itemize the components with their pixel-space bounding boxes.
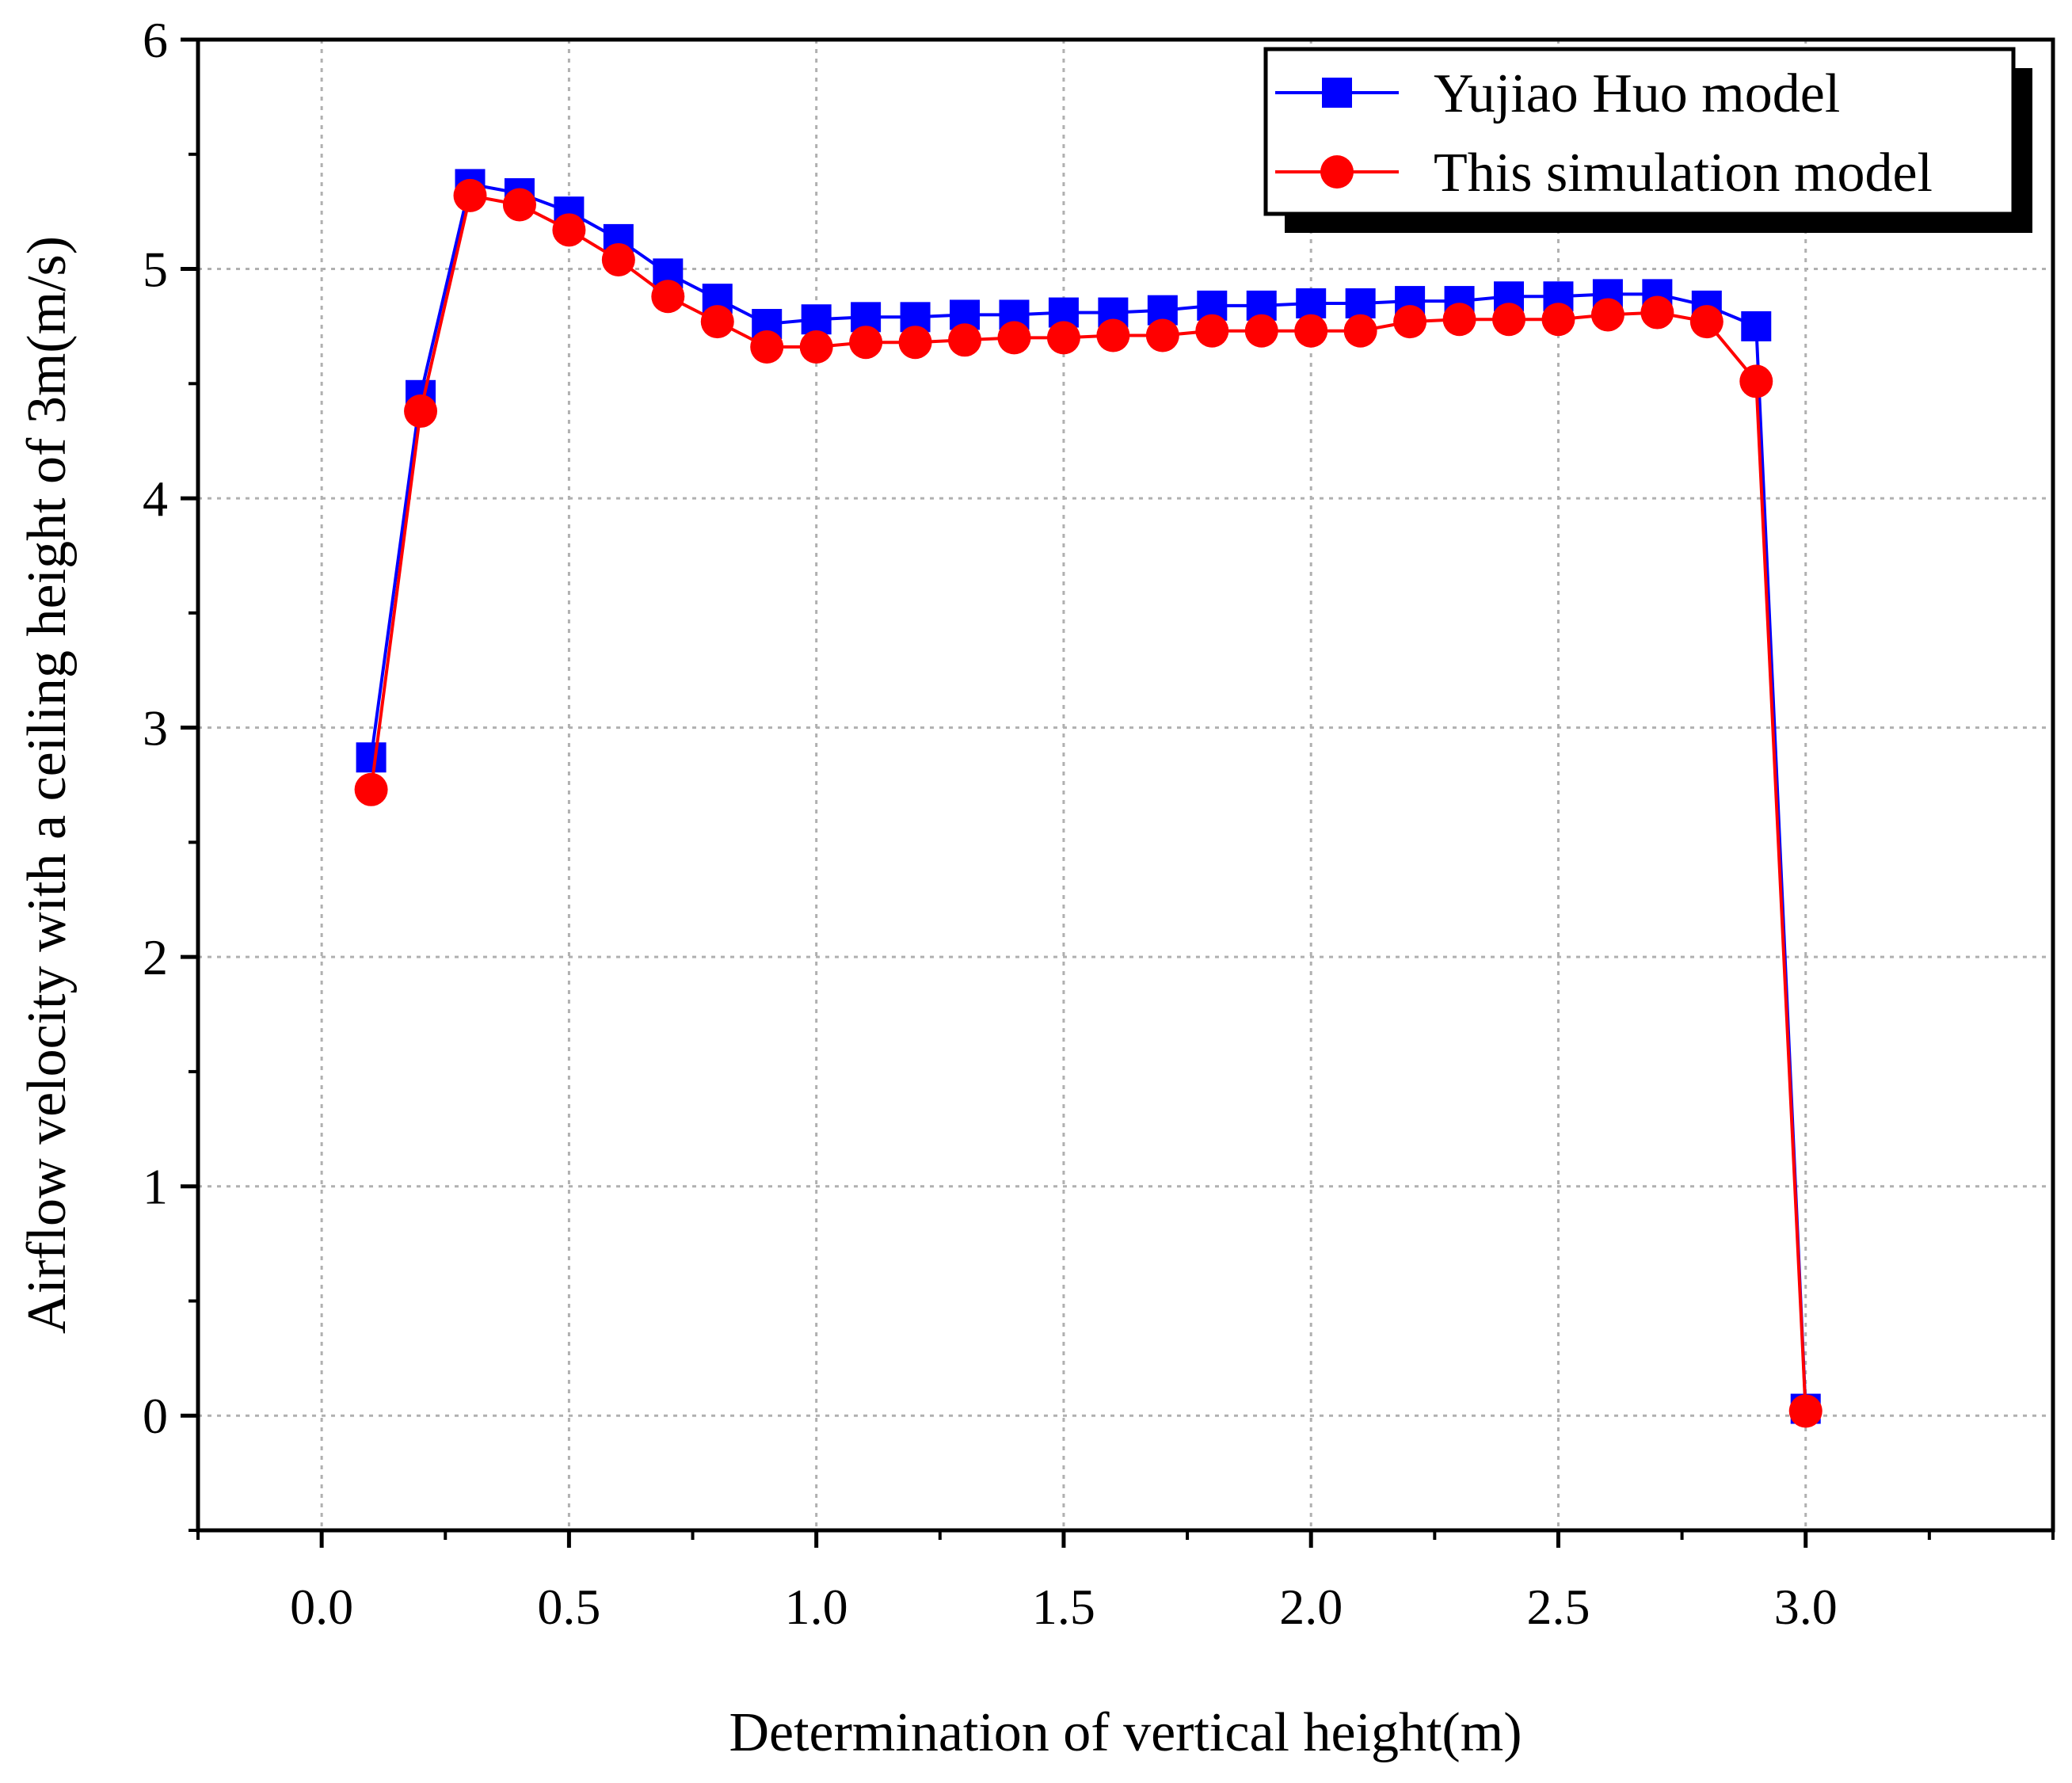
data-point bbox=[1345, 288, 1376, 318]
data-point bbox=[750, 330, 784, 364]
legend-item-2: This simulation model bbox=[1275, 143, 1933, 204]
data-point bbox=[404, 394, 438, 429]
data-point bbox=[1393, 305, 1427, 339]
grid bbox=[198, 40, 2053, 1530]
data-point bbox=[997, 321, 1031, 355]
data-point bbox=[601, 242, 635, 276]
data-point bbox=[502, 188, 536, 222]
data-point bbox=[1294, 314, 1328, 348]
data-point bbox=[1296, 288, 1327, 318]
data-point bbox=[453, 178, 487, 212]
x-tick-label: 0.0 bbox=[290, 1579, 353, 1635]
data-point bbox=[1741, 311, 1772, 341]
y-tick-label: 2 bbox=[143, 929, 168, 985]
y-tick-label: 6 bbox=[143, 12, 168, 68]
x-axis-title: Determination of vertical height(m) bbox=[729, 1702, 1522, 1763]
data-point bbox=[1442, 303, 1476, 337]
data-point bbox=[1343, 314, 1377, 348]
data-point bbox=[1788, 1394, 1823, 1428]
legend-label: Yujiao Huo model bbox=[1434, 63, 1840, 124]
y-tick-label: 1 bbox=[143, 1159, 168, 1215]
data-point bbox=[1145, 318, 1179, 352]
axis-ticks: 0.0 0.5 1.0 1.5 2.0 2.5 3.0 0 1 2 3 4 5 6 bbox=[143, 12, 2055, 1635]
legend-items: Yujiao Huo model This simulation model bbox=[1275, 63, 1933, 204]
x-tick-label: 0.5 bbox=[537, 1579, 600, 1635]
data-point bbox=[1244, 314, 1278, 348]
y-axis-title: Airflow velocity with a ceiling height o… bbox=[17, 236, 78, 1334]
legend-marker bbox=[1320, 155, 1354, 189]
data-point bbox=[1541, 303, 1575, 337]
data-point bbox=[948, 323, 982, 357]
data-point bbox=[898, 326, 932, 360]
y-tick-label: 3 bbox=[143, 700, 168, 756]
legend: Yujiao Huo model This simulation model bbox=[1263, 47, 2032, 233]
legend-item-1: Yujiao Huo model bbox=[1275, 63, 1840, 124]
data-point bbox=[1046, 321, 1080, 355]
series bbox=[354, 169, 1823, 1428]
data-point bbox=[700, 305, 734, 339]
series-1 bbox=[356, 169, 1821, 1424]
data-point bbox=[1590, 298, 1624, 332]
data-point bbox=[799, 330, 833, 364]
x-tick-label: 1.5 bbox=[1032, 1579, 1095, 1635]
data-point bbox=[354, 772, 388, 806]
x-tick-label: 2.5 bbox=[1526, 1579, 1590, 1635]
data-point bbox=[1096, 318, 1130, 352]
x-tick-label: 2.0 bbox=[1279, 1579, 1343, 1635]
data-point bbox=[1640, 295, 1674, 330]
x-tick-label: 3.0 bbox=[1774, 1579, 1838, 1635]
y-tick-label: 5 bbox=[143, 242, 168, 298]
data-point bbox=[651, 280, 685, 314]
legend-box bbox=[1263, 47, 2016, 216]
series-2 bbox=[354, 178, 1823, 1428]
y-tick-label: 0 bbox=[143, 1388, 168, 1444]
data-point bbox=[552, 213, 586, 247]
data-point bbox=[1195, 314, 1229, 348]
legend-marker bbox=[1322, 78, 1352, 108]
data-point bbox=[849, 326, 883, 360]
y-tick-label: 4 bbox=[143, 471, 168, 527]
data-point bbox=[356, 742, 387, 773]
series-line bbox=[369, 193, 1807, 1412]
plot-frame bbox=[196, 37, 2055, 1533]
data-point bbox=[1689, 305, 1723, 339]
data-point bbox=[1492, 303, 1526, 337]
data-point bbox=[1739, 364, 1773, 398]
data-point bbox=[801, 304, 832, 335]
x-tick-label: 1.0 bbox=[785, 1579, 848, 1635]
legend-label: This simulation model bbox=[1434, 143, 1933, 204]
series-line bbox=[369, 182, 1807, 1409]
